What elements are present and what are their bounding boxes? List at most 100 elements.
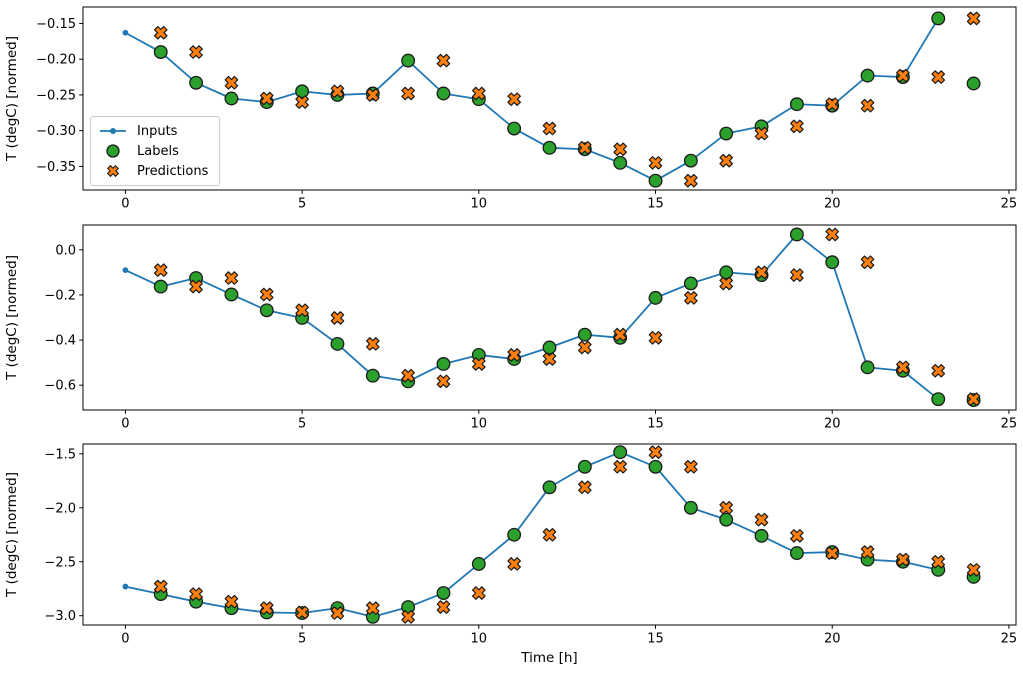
x-tick-label: 0 [121, 197, 129, 212]
predictions-marker [754, 126, 769, 141]
inputs-marker [122, 29, 129, 36]
labels-marker [153, 279, 168, 294]
labels-marker [507, 121, 522, 136]
labels-marker [648, 290, 663, 305]
labels-marker [365, 368, 380, 383]
plot-border [82, 443, 1017, 626]
predictions-marker [825, 546, 840, 560]
predictions-marker [365, 601, 380, 615]
subplot-2: 0.0 −0.2 −0.4 −0.6 0 5 10 15 20 25 T (degC) [norme… [0, 222, 1023, 441]
labels-marker [577, 459, 592, 474]
predictions-x-icon [106, 164, 120, 178]
plot-border [82, 224, 1017, 411]
subplot-3-canvas: −1.5 −2.0 −2.5 −3.0 0 5 10 15 20 25 T (degC) [norm… [4, 443, 1018, 666]
y-tick-label: −0.25 [36, 88, 76, 103]
labels-marker [648, 173, 663, 188]
labels-circle-icon [106, 144, 120, 158]
predictions-marker [860, 98, 875, 113]
inputs-line-icon [100, 128, 126, 134]
predictions-marker [860, 255, 875, 270]
labels-marker [189, 75, 204, 90]
labels-marker [224, 91, 239, 106]
predictions-marker [436, 600, 451, 614]
x-tick-label: 15 [647, 417, 664, 432]
x-tick-label: 20 [824, 197, 841, 212]
labels-marker [330, 336, 345, 351]
legend-item-predictions: Predictions [98, 161, 211, 181]
labels-marker [577, 327, 592, 342]
y-tick-label: −0.4 [44, 334, 76, 349]
y-axis-label: T (degC) [normed] [4, 472, 20, 598]
x-tick-label: 25 [1001, 632, 1018, 647]
labels-marker [542, 340, 557, 355]
predictions-marker [931, 70, 946, 84]
predictions-marker [825, 227, 840, 242]
predictions-marker [401, 368, 415, 383]
predictions-marker [578, 141, 592, 155]
predictions-marker [295, 95, 309, 109]
inputs-marker [122, 267, 129, 274]
predictions-marker [684, 459, 698, 474]
labels-marker [931, 11, 946, 26]
subplot-3: −1.5 −2.0 −2.5 −3.0 0 5 10 15 20 25 T (degC) [norm… [0, 441, 1023, 679]
predictions-marker [966, 563, 981, 577]
x-tick-label: 15 [647, 632, 664, 647]
y-tick-label: −0.30 [36, 124, 76, 139]
predictions-marker [613, 142, 628, 157]
predictions-marker [436, 374, 451, 389]
predictions-marker [896, 68, 910, 83]
x-axis-label: Time [h] [520, 650, 577, 666]
labels-marker [754, 528, 769, 543]
predictions-marker [189, 279, 203, 294]
predictions-marker [684, 173, 698, 188]
labels-marker [436, 586, 451, 601]
predictions-marker [719, 276, 734, 291]
x-tick-label: 5 [298, 197, 306, 212]
predictions-marker [507, 557, 521, 571]
y-tick-label: −0.15 [36, 17, 76, 32]
predictions-marker [330, 311, 345, 325]
predictions-marker [471, 357, 486, 371]
y-tick-label: −1.5 [44, 447, 76, 462]
predictions-marker [754, 265, 769, 280]
labels-marker [507, 527, 522, 542]
x-tick-label: 10 [471, 632, 488, 647]
predictions-marker [790, 119, 804, 134]
predictions-marker [931, 554, 946, 569]
labels-marker [436, 86, 451, 101]
predictions-marker [648, 156, 663, 170]
predictions-marker [790, 268, 804, 282]
predictions-marker [401, 609, 415, 624]
predictions-marker [330, 84, 345, 99]
labels-marker [224, 287, 239, 302]
labels-marker [860, 68, 875, 83]
labels-marker [683, 500, 698, 515]
labels-marker [648, 459, 663, 474]
legend-label-inputs: Inputs [137, 123, 178, 139]
legend-item-inputs: Inputs [98, 121, 211, 141]
predictions-marker [259, 601, 274, 615]
predictions-marker [507, 92, 521, 107]
labels-marker [789, 227, 804, 242]
predictions-marker [825, 97, 840, 112]
y-tick-label: −2.0 [44, 501, 76, 516]
x-tick-label: 5 [298, 632, 306, 647]
predictions-marker [330, 606, 345, 620]
y-tick-label: −0.35 [36, 160, 76, 175]
labels-marker [683, 276, 698, 291]
plot-border [82, 6, 1017, 191]
predictions-marker [648, 330, 663, 345]
predictions-marker [295, 605, 309, 620]
y-tick-label: −0.6 [44, 379, 76, 394]
predictions-marker [436, 53, 451, 68]
x-tick-label: 5 [298, 417, 306, 432]
predictions-marker [153, 263, 168, 277]
predictions-marker [719, 153, 734, 168]
y-axis-label: T (degC) [normed] [4, 36, 20, 162]
predictions-marker [401, 86, 415, 101]
labels-marker [295, 84, 310, 99]
x-tick-label: 20 [824, 417, 841, 432]
predictions-marker [754, 512, 769, 527]
predictions-marker [224, 271, 239, 285]
